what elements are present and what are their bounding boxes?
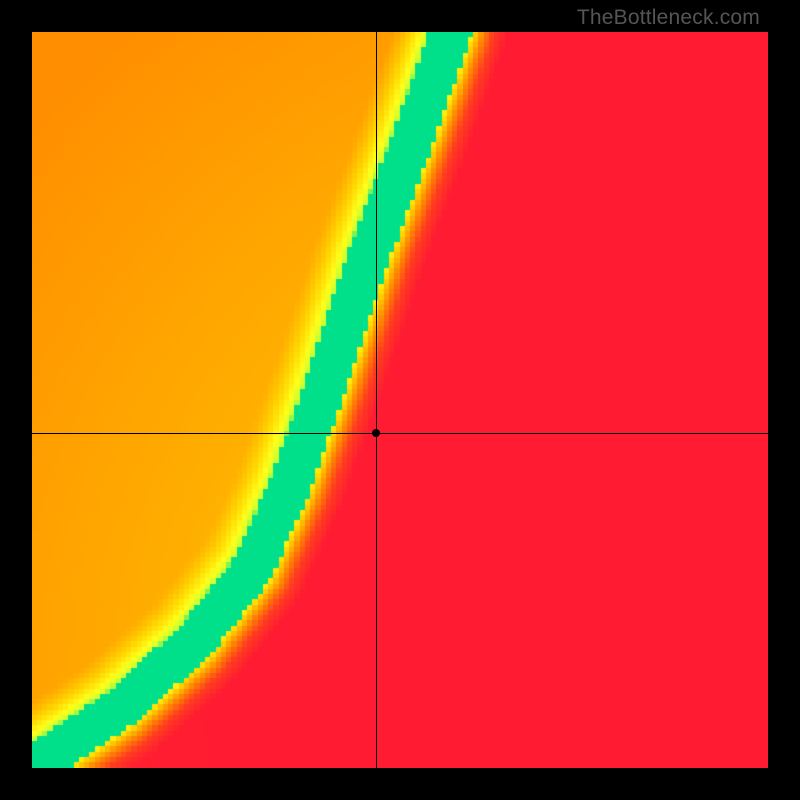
crosshair-dot — [372, 429, 380, 437]
crosshair-vertical — [376, 32, 377, 768]
crosshair-horizontal — [32, 433, 768, 434]
watermark-text: TheBottleneck.com — [577, 6, 760, 30]
plot-area — [32, 32, 768, 768]
chart-root: TheBottleneck.com — [0, 0, 800, 800]
heatmap-canvas — [32, 32, 768, 768]
